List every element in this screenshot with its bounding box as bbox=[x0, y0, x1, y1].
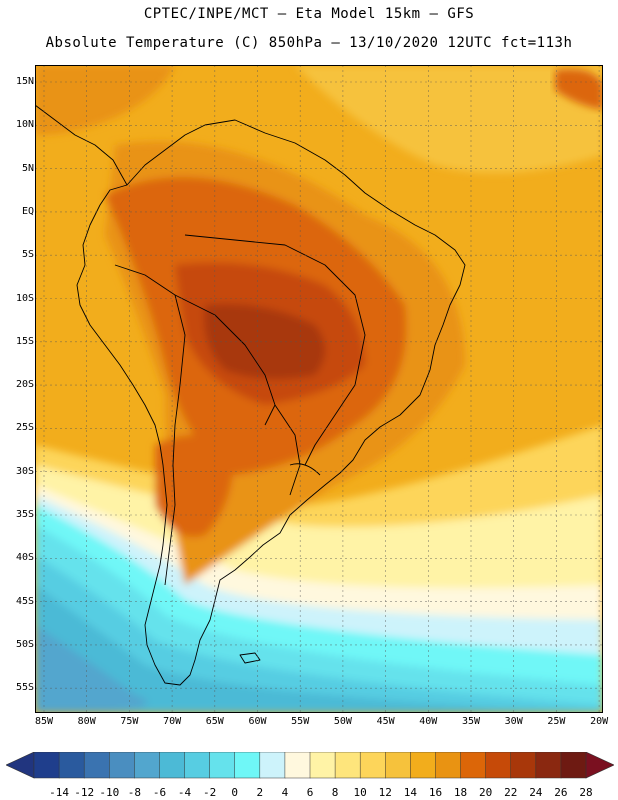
lat-label: 40S bbox=[15, 552, 34, 564]
colorbar-tick-label: 18 bbox=[453, 786, 468, 799]
colorbar-tick-label: -4 bbox=[177, 786, 192, 799]
lat-label: 30S bbox=[15, 465, 34, 477]
border-brazil bbox=[184, 234, 366, 466]
colorbar bbox=[6, 752, 614, 779]
colorbar-tick-label: 14 bbox=[403, 786, 417, 799]
colorbar-tick-label: -12 bbox=[74, 786, 95, 799]
coastline-south-america bbox=[76, 119, 466, 686]
lat-label: 15N bbox=[15, 76, 34, 87]
lon-label: 20W bbox=[590, 716, 609, 727]
chart-title-line-2: Absolute Temperature (C) 850hPa — 13/10/… bbox=[45, 35, 573, 51]
border-argentina bbox=[274, 404, 301, 496]
field-northeast-hot bbox=[555, 69, 603, 110]
colorbar-swatch bbox=[134, 752, 161, 779]
colorbar-tick-label: 20 bbox=[479, 786, 493, 799]
map-frame bbox=[35, 65, 603, 713]
colorbar-under-arrow bbox=[6, 752, 35, 779]
colorbar-swatch bbox=[309, 752, 336, 779]
colorbar-swatch bbox=[510, 752, 537, 779]
colorbar-swatch bbox=[410, 752, 437, 779]
colorbar-swatch bbox=[435, 752, 462, 779]
lat-label: 10S bbox=[15, 292, 34, 304]
colorbar-swatch bbox=[83, 752, 110, 779]
lat-label: 20S bbox=[15, 379, 34, 391]
colorbar-tick-label: 28 bbox=[579, 786, 593, 799]
colorbar-swatch bbox=[109, 752, 135, 779]
border-uruguay bbox=[289, 463, 321, 476]
colorbar-tick-label: 4 bbox=[281, 786, 289, 799]
lat-label: 5S bbox=[21, 249, 34, 261]
lat-label: 5N bbox=[21, 162, 34, 174]
border-bolivia-paraguay bbox=[174, 294, 276, 426]
lat-label: EQ bbox=[21, 205, 34, 217]
colorbar-over-arrow bbox=[585, 752, 614, 779]
colorbar-tick-label: -14 bbox=[49, 786, 70, 799]
colorbar-swatch bbox=[33, 752, 60, 779]
colorbar-swatch bbox=[334, 752, 361, 779]
lon-label: 60W bbox=[248, 716, 267, 727]
island-falklands bbox=[239, 652, 261, 664]
colorbar-swatch bbox=[385, 752, 411, 779]
colorbar-swatch bbox=[209, 752, 236, 779]
lat-label: 50S bbox=[15, 638, 34, 650]
colorbar-tick-label: -10 bbox=[99, 786, 120, 799]
colorbar-tick-label: 24 bbox=[529, 786, 543, 799]
lat-label: 25S bbox=[15, 422, 34, 434]
colorbar-tick-label: 0 bbox=[231, 786, 239, 799]
field-band-m6 bbox=[35, 625, 148, 713]
lon-label: 35W bbox=[461, 716, 481, 727]
colorbar-tick-label: -6 bbox=[152, 786, 167, 799]
lon-label: 80W bbox=[77, 716, 96, 727]
colorbar-swatch bbox=[259, 752, 286, 779]
lon-label: 25W bbox=[547, 716, 566, 727]
temperature-map bbox=[35, 65, 603, 713]
colorbar-swatch bbox=[485, 752, 512, 779]
colorbar-swatch bbox=[58, 752, 85, 779]
colorbar-tick-label: 6 bbox=[306, 786, 314, 799]
colorbar-swatch bbox=[460, 752, 487, 779]
colorbar-tick-label: 12 bbox=[378, 786, 392, 799]
lon-label: 30W bbox=[504, 716, 523, 727]
lon-label: 65W bbox=[205, 716, 224, 727]
colorbar-swatch bbox=[284, 752, 311, 779]
lat-label: 35S bbox=[15, 509, 34, 520]
colorbar-tick-label: 22 bbox=[504, 786, 518, 799]
colorbar-tick-label: 8 bbox=[331, 786, 339, 799]
colorbar-swatch bbox=[184, 752, 211, 779]
colorbar-tick-label: 2 bbox=[256, 786, 264, 799]
field-band-m4 bbox=[35, 585, 603, 713]
colorbar-tick-label: -8 bbox=[127, 786, 141, 799]
lat-label: 45S bbox=[15, 595, 34, 607]
lon-label: 40W bbox=[419, 716, 438, 727]
lon-label: 75W bbox=[120, 716, 139, 727]
lon-label: 70W bbox=[163, 716, 182, 727]
colorbar-tick-label: -2 bbox=[203, 786, 217, 799]
lat-label: 10N bbox=[15, 119, 34, 131]
colorbar-swatch bbox=[560, 752, 587, 779]
coastline-central-america bbox=[35, 104, 128, 186]
field-continent-26 bbox=[204, 304, 325, 379]
border-andes bbox=[114, 264, 186, 586]
colorbar-tick-label: 16 bbox=[428, 786, 443, 799]
lon-label: 55W bbox=[291, 716, 310, 727]
field-north-west bbox=[35, 65, 175, 135]
colorbar-tick-label: 10 bbox=[353, 786, 367, 799]
colorbar-swatch bbox=[359, 752, 386, 779]
colorbar-tick-label: 26 bbox=[554, 786, 568, 799]
map-grid bbox=[35, 65, 603, 713]
colorbar-swatch bbox=[535, 752, 562, 779]
field-northern-band bbox=[295, 65, 603, 173]
colorbar-swatch bbox=[234, 752, 261, 779]
lon-label: 45W bbox=[376, 716, 395, 727]
colorbar-swatch bbox=[159, 752, 186, 779]
lat-label: 15S bbox=[15, 335, 34, 347]
chart-title-line-1: CPTEC/INPE/MCT — Eta Model 15km — GFS bbox=[143, 6, 475, 22]
field-band-m2 bbox=[35, 555, 603, 713]
lat-label: 55S bbox=[15, 682, 34, 694]
lon-label: 85W bbox=[34, 716, 54, 727]
lon-label: 50W bbox=[333, 716, 352, 727]
